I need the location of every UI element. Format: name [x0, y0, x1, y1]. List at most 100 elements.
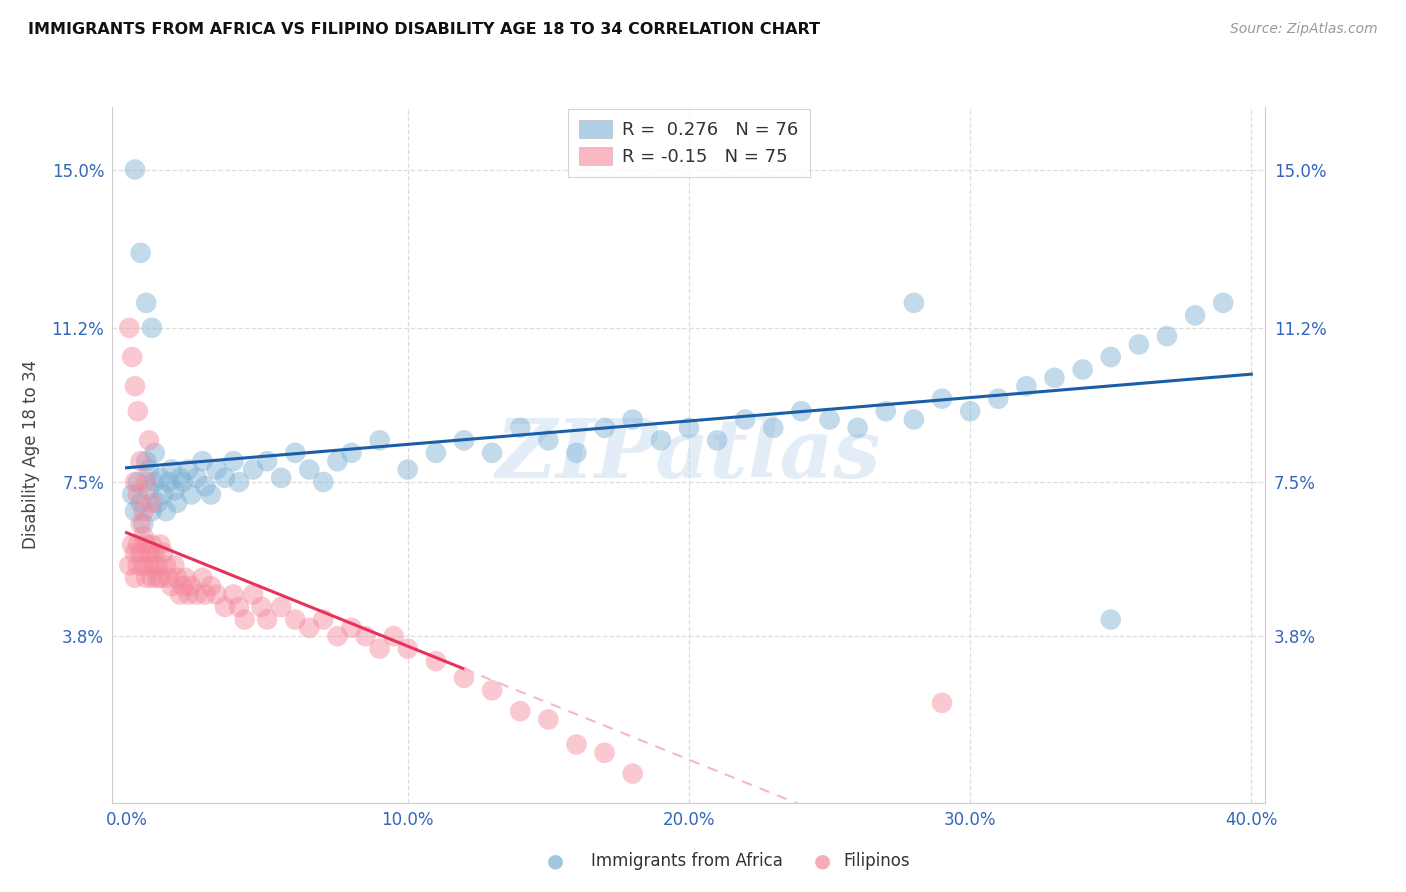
- Point: [194, 587, 217, 601]
- Point: [233, 612, 256, 626]
- Point: [228, 599, 250, 614]
- Point: [129, 496, 152, 510]
- Point: [129, 516, 152, 531]
- Point: [143, 558, 166, 573]
- Point: [194, 479, 217, 493]
- Point: [143, 446, 166, 460]
- Point: [169, 587, 191, 601]
- Point: [326, 629, 349, 643]
- Point: [228, 475, 250, 489]
- Point: [163, 558, 186, 573]
- Point: [270, 471, 292, 485]
- Point: [200, 487, 222, 501]
- Point: [118, 558, 141, 573]
- Point: [135, 296, 157, 310]
- Point: [138, 546, 160, 560]
- Point: [124, 475, 146, 489]
- Point: [149, 571, 172, 585]
- Point: [762, 421, 785, 435]
- Point: [621, 412, 644, 426]
- Point: [382, 629, 405, 643]
- Point: [1071, 362, 1094, 376]
- Point: [354, 629, 377, 643]
- Point: [565, 446, 588, 460]
- Point: [368, 641, 391, 656]
- Point: [222, 454, 245, 468]
- Point: [1043, 371, 1066, 385]
- Point: [127, 558, 149, 573]
- Point: [132, 558, 155, 573]
- Point: [143, 546, 166, 560]
- Point: [205, 587, 228, 601]
- Point: [157, 571, 180, 585]
- Point: [270, 599, 292, 614]
- Point: [166, 571, 188, 585]
- Point: [481, 683, 503, 698]
- Point: [174, 571, 197, 585]
- Point: [138, 462, 160, 476]
- Point: [141, 571, 163, 585]
- Point: [129, 245, 152, 260]
- Point: [242, 462, 264, 476]
- Point: [326, 454, 349, 468]
- Point: [453, 434, 475, 448]
- Point: [256, 454, 278, 468]
- Point: [959, 404, 981, 418]
- Point: [138, 434, 160, 448]
- Point: [135, 475, 157, 489]
- Point: [163, 483, 186, 498]
- Point: [706, 434, 728, 448]
- Point: [214, 599, 236, 614]
- Text: Source: ZipAtlas.com: Source: ZipAtlas.com: [1230, 22, 1378, 37]
- Point: [191, 571, 214, 585]
- Point: [621, 766, 644, 780]
- Point: [200, 579, 222, 593]
- Point: [118, 321, 141, 335]
- Point: [903, 296, 925, 310]
- Point: [186, 587, 208, 601]
- Point: [155, 558, 177, 573]
- Point: [453, 671, 475, 685]
- Point: [1099, 350, 1122, 364]
- Point: [149, 471, 172, 485]
- Point: [141, 537, 163, 551]
- Point: [537, 713, 560, 727]
- Point: [368, 434, 391, 448]
- Point: [172, 475, 194, 489]
- Point: [135, 537, 157, 551]
- Point: [425, 654, 447, 668]
- Point: [141, 504, 163, 518]
- Point: [593, 746, 616, 760]
- Point: [127, 487, 149, 501]
- Point: [509, 704, 531, 718]
- Point: [875, 404, 897, 418]
- Point: [931, 392, 953, 406]
- Point: [846, 421, 869, 435]
- Point: [1156, 329, 1178, 343]
- Point: [132, 516, 155, 531]
- Y-axis label: Disability Age 18 to 34: Disability Age 18 to 34: [22, 360, 41, 549]
- Point: [298, 462, 321, 476]
- Point: [152, 487, 174, 501]
- Point: [256, 612, 278, 626]
- Point: [124, 546, 146, 560]
- Point: [143, 475, 166, 489]
- Point: [340, 621, 363, 635]
- Point: [678, 421, 700, 435]
- Point: [141, 496, 163, 510]
- Point: [124, 162, 146, 177]
- Point: [222, 587, 245, 601]
- Text: ●: ●: [547, 851, 564, 871]
- Point: [537, 434, 560, 448]
- Point: [242, 587, 264, 601]
- Point: [166, 496, 188, 510]
- Point: [129, 454, 152, 468]
- Point: [121, 487, 143, 501]
- Point: [135, 454, 157, 468]
- Point: [160, 579, 183, 593]
- Point: [160, 462, 183, 476]
- Point: [121, 537, 143, 551]
- Point: [127, 537, 149, 551]
- Point: [340, 446, 363, 460]
- Point: [734, 412, 756, 426]
